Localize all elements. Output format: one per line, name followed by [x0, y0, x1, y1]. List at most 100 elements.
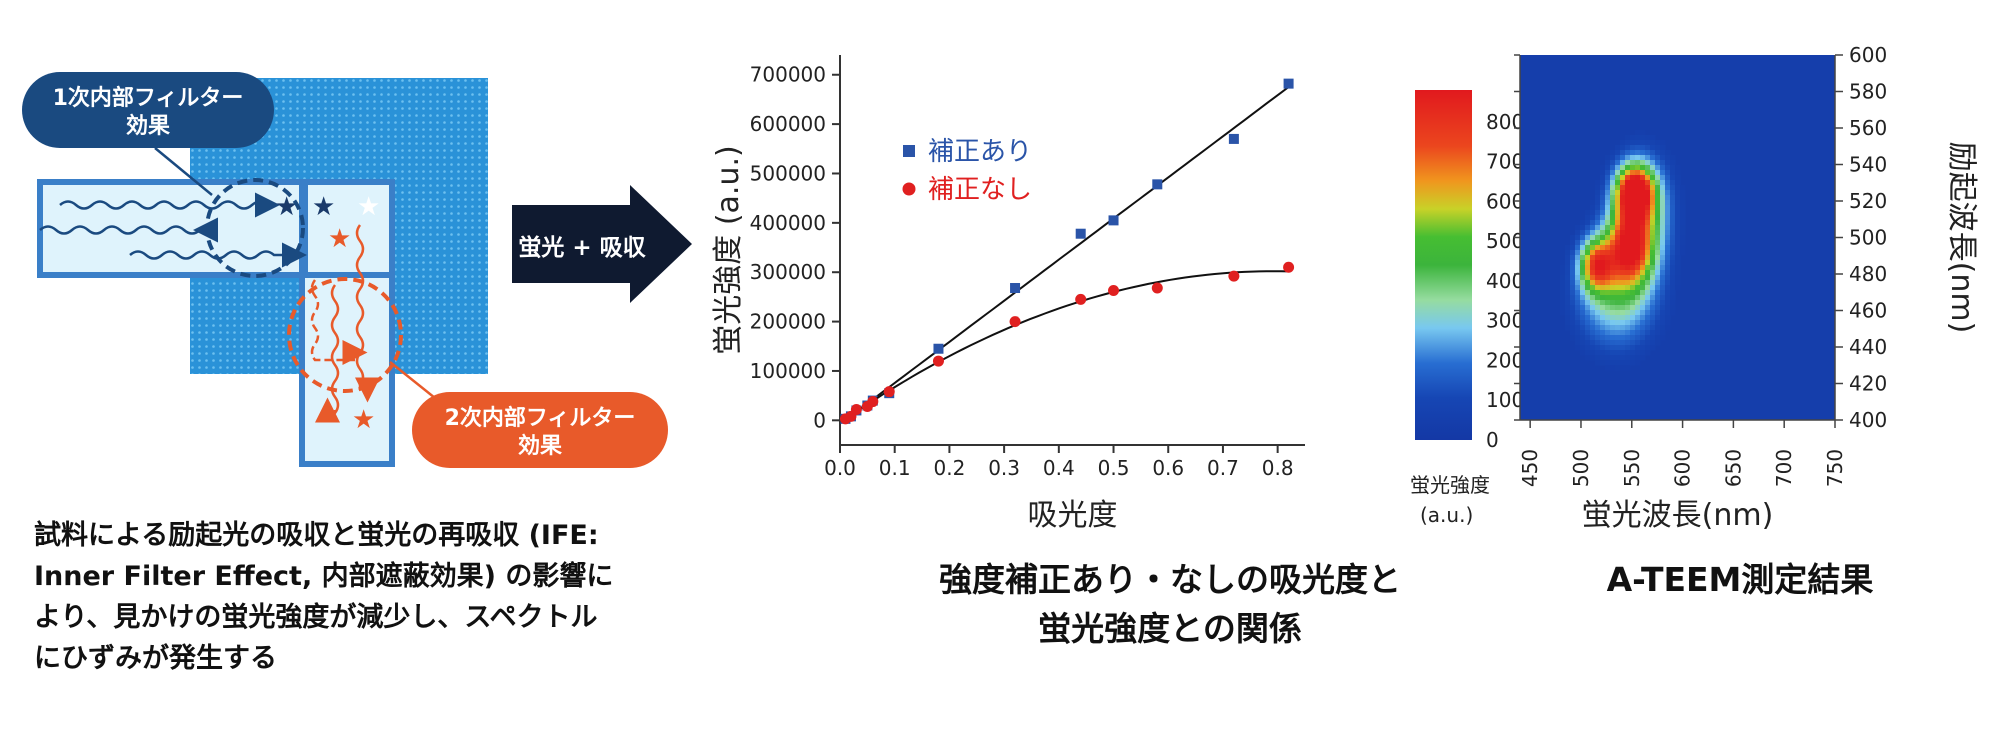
x-tick-label: 0.4: [1043, 456, 1075, 480]
heatmap-cell: [1670, 305, 1676, 311]
heatmap-cell: [1620, 285, 1626, 291]
heatmap-cell: [1620, 355, 1626, 361]
heatmap-cell: [1640, 210, 1646, 216]
heatmap-cell: [1600, 220, 1606, 226]
heatmap-cell: [1645, 210, 1651, 216]
heatmap-cell: [1670, 275, 1676, 281]
heatmap-cell: [1650, 250, 1656, 256]
heatmap-cell: [1655, 330, 1661, 336]
heatmap-cell: [1595, 250, 1601, 256]
heatmap-cell: [1630, 220, 1636, 226]
heatmap-cell: [1645, 330, 1651, 336]
heatmap-cell: [1570, 235, 1576, 241]
heatmap-cell: [1650, 335, 1656, 341]
heatmap-cell: [1560, 290, 1566, 296]
heatmap-cell: [1585, 215, 1591, 221]
heatmap-cell: [1625, 165, 1631, 171]
heatmap-cell: [1655, 215, 1661, 221]
heatmap-cell: [1655, 165, 1661, 171]
heatmap-cell: [1670, 220, 1676, 226]
heatmap-cell: [1650, 290, 1656, 296]
heatmap-cell: [1570, 335, 1576, 341]
excitation-ray-1: [59, 192, 280, 218]
heatmap-cell: [1635, 250, 1641, 256]
heatmap-cell: [1660, 180, 1666, 186]
heatmap-cell: [1605, 175, 1611, 181]
heatmap-cell: [1655, 305, 1661, 311]
y-tick-label: 400: [1849, 408, 1887, 432]
heatmap-cell: [1585, 295, 1591, 301]
heatmap-cell: [1605, 320, 1611, 326]
heatmap-cell: [1645, 250, 1651, 256]
heatmap-cell: [1585, 315, 1591, 321]
heatmap-cell: [1670, 285, 1676, 291]
heatmap-cell: [1660, 215, 1666, 221]
heatmap-cell: [1620, 250, 1626, 256]
heatmap-cell: [1590, 245, 1596, 251]
heatmap-cell: [1605, 355, 1611, 361]
heatmap-cell: [1615, 275, 1621, 281]
heatmap-cell: [1640, 305, 1646, 311]
heatmap-cell: [1625, 220, 1631, 226]
heatmap-cell: [1670, 160, 1676, 166]
heatmap-cell: [1600, 285, 1606, 291]
heatmap-cell: [1610, 310, 1616, 316]
heatmap-cell: [1635, 165, 1641, 171]
heatmap-cell: [1655, 255, 1661, 261]
heatmap-cell: [1660, 320, 1666, 326]
heatmap-cell: [1600, 260, 1606, 266]
heatmap-cell: [1630, 235, 1636, 241]
heatmap-cell: [1580, 325, 1586, 331]
heatmap-cell: [1680, 240, 1686, 246]
data-point: [1009, 316, 1021, 328]
heatmap-cell: [1670, 260, 1676, 266]
heatmap-cell: [1665, 275, 1671, 281]
legend-marker: [903, 145, 915, 157]
heatmap-cell: [1640, 275, 1646, 281]
colorbar: [1415, 90, 1472, 440]
heatmap-cell: [1655, 295, 1661, 301]
heatmap-cell: [1635, 230, 1641, 236]
heatmap-cell: [1635, 200, 1641, 206]
heatmap-cell: [1600, 265, 1606, 271]
heatmap-cell: [1640, 190, 1646, 196]
heatmap-cell: [1630, 315, 1636, 321]
heatmap-cell: [1645, 215, 1651, 221]
heatmap-cell: [1565, 295, 1571, 301]
heatmap-cell: [1615, 200, 1621, 206]
heatmap-cell: [1595, 240, 1601, 246]
heatmap-cell: [1625, 350, 1631, 356]
heatmap-cell: [1680, 245, 1686, 251]
heatmap-cell: [1640, 180, 1646, 186]
heatmap-cell: [1680, 185, 1686, 191]
heatmap-cell: [1585, 335, 1591, 341]
heatmap-cell: [1625, 330, 1631, 336]
heatmap-cell: [1650, 315, 1656, 321]
heatmap-cell: [1650, 245, 1656, 251]
heatmap-cell: [1595, 315, 1601, 321]
heatmap-cell: [1610, 215, 1616, 221]
heatmap-cell: [1575, 280, 1581, 286]
colorbar-label: 蛍光強度: [1410, 473, 1490, 497]
reabsorbed-ray: [310, 279, 368, 365]
heatmap-cell: [1625, 295, 1631, 301]
heatmap-cell: [1660, 145, 1666, 151]
heatmap-cell: [1665, 270, 1671, 276]
heatmap-cell: [1680, 220, 1686, 226]
heatmap-cell: [1625, 315, 1631, 321]
heatmap-cell: [1610, 170, 1616, 176]
heatmap-cell: [1670, 205, 1676, 211]
heatmap-cell: [1650, 320, 1656, 326]
heatmap-cell: [1610, 265, 1616, 271]
heatmap-cell: [1580, 265, 1586, 271]
heatmap-cell: [1565, 310, 1571, 316]
heatmap-cell: [1655, 155, 1661, 161]
x-tick-label: 0.3: [988, 456, 1020, 480]
y-tick-label: 560: [1849, 116, 1887, 140]
heatmap-cell: [1675, 195, 1681, 201]
primary-ife-region: [205, 178, 305, 278]
heatmap-cell: [1645, 185, 1651, 191]
heatmap-cell: [1655, 285, 1661, 291]
heatmap-cell: [1610, 335, 1616, 341]
star-icon: ★: [328, 224, 351, 254]
